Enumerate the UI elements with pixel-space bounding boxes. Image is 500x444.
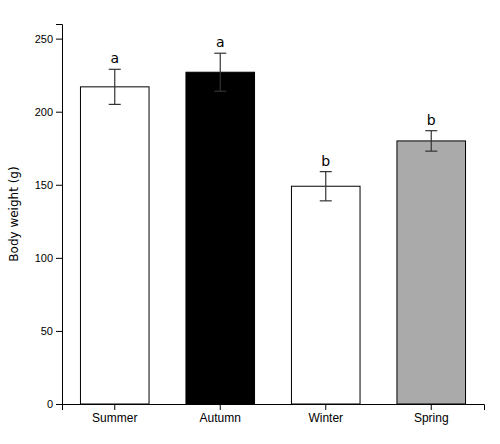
tick-mark [114,404,115,410]
tick-label: 250 [35,33,53,45]
error-cap [109,69,121,70]
error-bar [425,131,437,151]
plot: a a b b 0 50 100 150 200 250 Summer Autumn Winter Spr… [35,25,485,425]
tick-label: 200 [35,106,53,118]
tick-mark [325,404,326,410]
error-cap [109,104,121,105]
tick-label: 100 [35,252,53,264]
annotation: a [216,34,225,50]
axis-line [56,25,63,405]
tick-mark [56,331,62,332]
tick-mark [56,185,62,186]
tick: Autumn [200,404,241,425]
tick: 150 [35,179,62,191]
tick: 250 [35,33,62,45]
error-line [325,172,326,201]
error-cap [320,171,332,172]
marks [80,53,465,404]
error-line [431,131,432,151]
annotations: a a b b [110,34,435,168]
tick-label: Winter [308,411,343,425]
tick: Summer [92,404,137,425]
tick: 50 [41,325,62,337]
error-line [220,53,221,91]
error-bar [214,53,226,91]
bar [186,72,255,404]
error-cap [214,91,226,92]
tick-label: 150 [35,179,53,191]
bar [80,87,149,404]
tick-label: Spring [414,411,449,425]
axis-line [63,405,485,411]
tick-mark [220,404,221,410]
bar [291,186,360,404]
chart: a a b b 0 50 100 150 200 250 Summer Autumn Winter Spr… [0,0,500,444]
tick-label: Summer [92,411,137,425]
error-bar [320,172,332,201]
tick: 100 [35,252,62,264]
tick: 0 [47,398,62,410]
error-cap [320,200,332,201]
error-cap [425,130,437,131]
tick-label: 50 [41,325,53,337]
bar [397,141,466,404]
annotation: a [110,50,119,66]
tick: 200 [35,106,62,118]
y-axis: 0 50 100 150 200 250 [35,25,63,411]
tick-mark [431,404,432,410]
annotation: b [427,112,436,128]
error-bar [109,69,121,104]
y-axis-label: Body weight (g) [7,166,21,261]
x-axis: Summer Autumn Winter Spring [63,404,485,425]
tick: Winter [308,404,343,425]
error-line [114,69,115,104]
tick-mark [56,404,62,405]
tick-mark [56,39,62,40]
tick-mark [56,112,62,113]
error-cap [214,53,226,54]
tick: Spring [414,404,449,425]
error-cap [425,151,437,152]
tick-mark [56,258,62,259]
tick-label: Autumn [200,411,241,425]
annotation: b [321,153,330,169]
tick-label: 0 [47,398,53,410]
